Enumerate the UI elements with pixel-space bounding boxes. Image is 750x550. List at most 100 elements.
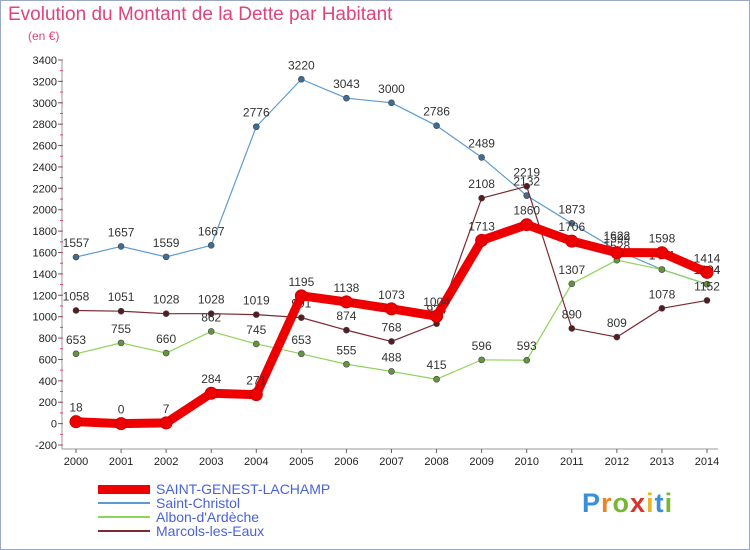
- data-point: [478, 194, 485, 202]
- y-tick-label: 2000: [33, 205, 57, 217]
- data-point: [613, 333, 621, 341]
- y-tick-label: -200: [35, 440, 57, 452]
- data-label: 1073: [378, 288, 405, 302]
- data-label: 3220: [288, 58, 315, 72]
- data-label: 1873: [558, 202, 585, 216]
- data-label: 809: [607, 316, 627, 330]
- data-label: 1152: [694, 279, 720, 293]
- data-label: 2786: [423, 105, 450, 119]
- data-point: [343, 360, 350, 368]
- data-point: [162, 310, 170, 317]
- x-tick-label: 2010: [514, 456, 538, 468]
- y-tick-label: 3200: [33, 76, 57, 88]
- x-tick-label: 2014: [695, 456, 719, 468]
- data-point: [252, 123, 260, 131]
- data-point: [339, 295, 353, 309]
- data-point: [114, 417, 128, 431]
- data-point: [159, 416, 173, 430]
- y-tick-label: 3000: [33, 98, 57, 110]
- data-point: [430, 309, 444, 323]
- legend-swatch: [98, 502, 150, 504]
- y-tick-label: 1600: [33, 248, 57, 260]
- data-point: [658, 305, 666, 312]
- data-label: 3000: [378, 82, 405, 96]
- y-tick-label: 3400: [33, 55, 57, 67]
- data-point: [568, 325, 576, 332]
- data-label: 2776: [243, 106, 270, 120]
- data-point: [252, 340, 260, 348]
- data-label: 1657: [108, 225, 135, 239]
- data-point: [388, 338, 395, 345]
- data-label: 874: [336, 309, 356, 323]
- x-tick-label: 2003: [199, 456, 223, 468]
- data-point: [249, 388, 263, 402]
- legend-swatch: [98, 516, 150, 518]
- data-label: 1307: [558, 263, 585, 277]
- data-label: 488: [381, 350, 401, 364]
- data-label: 1195: [288, 275, 314, 289]
- data-point: [69, 415, 83, 429]
- data-label: 1138: [334, 281, 360, 295]
- data-point: [475, 233, 489, 247]
- data-point: [72, 350, 80, 358]
- legend-label: SAINT-GENEST-LACHAMP: [156, 481, 331, 497]
- x-tick-label: 2013: [650, 456, 674, 468]
- data-point: [294, 289, 308, 303]
- data-label: 1598: [649, 232, 676, 246]
- data-point: [703, 280, 711, 288]
- data-label: 1622: [604, 229, 631, 243]
- data-label: 596: [472, 339, 492, 353]
- data-point: [568, 280, 576, 288]
- legend-swatch: [98, 530, 150, 532]
- data-point: [162, 253, 170, 261]
- logo-letter: i: [664, 488, 674, 518]
- data-point: [385, 302, 398, 316]
- x-tick-label: 2011: [560, 456, 584, 468]
- logo-letter: P: [582, 488, 602, 518]
- chart-title: Evolution du Montant de la Dette par Hab…: [8, 4, 393, 25]
- data-label: 2132: [513, 175, 540, 189]
- data-point: [162, 349, 170, 357]
- data-label: 1078: [649, 287, 676, 301]
- data-point: [478, 154, 485, 161]
- data-label: 1051: [108, 290, 135, 304]
- data-label: 2219: [513, 165, 540, 179]
- data-point: [252, 311, 260, 318]
- y-tick-label: 1400: [33, 269, 57, 281]
- data-point: [343, 94, 350, 102]
- y-tick-label: 1200: [33, 290, 57, 302]
- data-label: 1414: [694, 251, 721, 265]
- y-tick-label: 800: [39, 333, 57, 345]
- data-label: 1028: [198, 293, 225, 307]
- data-point: [298, 350, 305, 358]
- data-point: [117, 307, 125, 315]
- data-point: [703, 297, 711, 304]
- legend-swatch: [98, 484, 150, 494]
- data-point: [343, 326, 350, 334]
- logo-letter: o: [612, 488, 631, 518]
- data-point: [658, 266, 666, 273]
- y-tick-label: 600: [39, 354, 57, 366]
- x-tick-label: 2004: [244, 456, 268, 468]
- x-tick-label: 2006: [334, 456, 358, 468]
- data-label: 0: [118, 403, 125, 417]
- y-tick-label: 2400: [33, 162, 57, 174]
- data-point: [478, 356, 485, 364]
- legend-label: Saint-Christol: [156, 495, 241, 511]
- data-label: 593: [517, 339, 537, 353]
- data-point: [117, 243, 125, 250]
- y-tick-label: 400: [39, 376, 57, 388]
- y-tick-label: 2200: [33, 183, 57, 195]
- data-label: 1557: [63, 236, 90, 250]
- data-label: 271: [246, 374, 266, 388]
- logo-letter: x: [630, 488, 647, 518]
- data-point: [433, 375, 440, 383]
- data-point: [700, 265, 714, 279]
- data-label: 768: [381, 320, 401, 334]
- data-point: [298, 314, 305, 321]
- data-point: [207, 310, 215, 317]
- data-label: 1599: [604, 232, 631, 246]
- x-tick-label: 2002: [154, 456, 178, 468]
- data-label: 1706: [558, 220, 585, 234]
